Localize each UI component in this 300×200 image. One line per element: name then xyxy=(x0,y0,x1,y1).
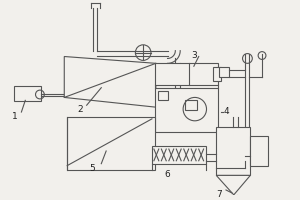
Bar xyxy=(185,100,197,110)
Polygon shape xyxy=(64,57,156,107)
Bar xyxy=(213,67,221,81)
Text: 6: 6 xyxy=(165,170,170,179)
Bar xyxy=(67,117,155,170)
Text: 7: 7 xyxy=(216,190,222,199)
Polygon shape xyxy=(216,175,250,195)
Text: 3: 3 xyxy=(191,51,197,60)
Text: 1: 1 xyxy=(12,112,17,121)
Text: 2: 2 xyxy=(77,105,82,114)
Bar xyxy=(158,91,167,100)
Bar xyxy=(250,136,268,166)
Bar xyxy=(155,88,218,132)
Bar xyxy=(152,146,206,164)
Bar xyxy=(216,127,250,175)
Text: 5: 5 xyxy=(90,164,95,173)
Text: 4: 4 xyxy=(223,107,229,116)
Bar xyxy=(219,67,229,77)
Bar xyxy=(14,86,41,101)
Bar xyxy=(155,63,218,85)
